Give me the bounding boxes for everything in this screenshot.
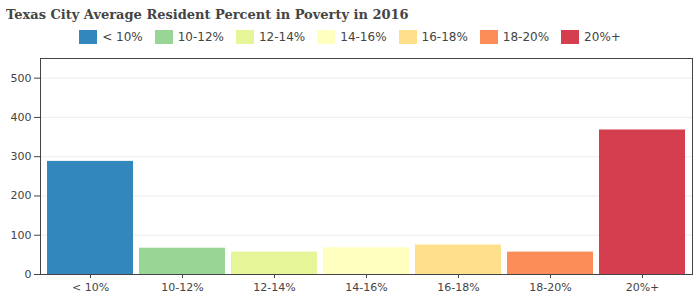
svg-text:16-18%: 16-18%: [437, 281, 479, 294]
svg-text:200: 200: [11, 189, 32, 202]
html-text:12-14%: 12-14%: [259, 30, 306, 44]
svg-text:0: 0: [25, 268, 32, 281]
svg-text:20%+: 20%+: [626, 281, 660, 294]
svg-text:18-20%: 18-20%: [529, 281, 571, 294]
html-text:18-20%: 18-20%: [502, 30, 550, 44]
svg-text:300: 300: [11, 150, 32, 163]
html-text:Texas City Average Resident Pe: Texas City Average Resident Percent in P…: [6, 7, 409, 22]
svg-text:14-16%: 14-16%: [345, 281, 387, 294]
html-text:14-16%: 14-16%: [340, 30, 387, 44]
html-text:< 10%: < 10%: [102, 30, 143, 44]
svg-text:12-14%: 12-14%: [253, 281, 295, 294]
svg-text:< 10%: < 10%: [72, 281, 109, 294]
html-text:16-18%: 16-18%: [421, 30, 468, 44]
svg-text:100: 100: [11, 229, 32, 242]
svg-text:400: 400: [11, 111, 32, 124]
svg-text:500: 500: [11, 72, 32, 85]
svg-text:10-12%: 10-12%: [161, 281, 203, 294]
html-text:10-12%: 10-12%: [177, 30, 224, 44]
html-text:20%+: 20%+: [584, 30, 621, 44]
